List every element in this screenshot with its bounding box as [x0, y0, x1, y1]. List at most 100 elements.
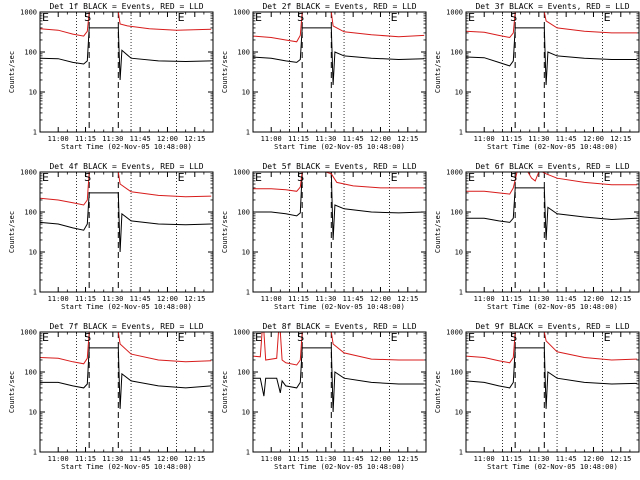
x-tick-label: 12:15	[397, 295, 418, 303]
marker-s: S	[84, 331, 91, 344]
plot-frame	[39, 11, 214, 133]
y-axis-label: Counts/sec	[8, 211, 16, 253]
y-tick-label: 1	[246, 129, 250, 137]
x-tick-label: 11:30	[102, 135, 123, 143]
marker-e-start: E	[255, 331, 262, 344]
panel-det-5: Det 5f BLACK = Events, RED = LLD 1 10 100 10…	[221, 162, 427, 311]
panel-det-1: Det 1f BLACK = Events, RED = LLD 1 10 100 10…	[8, 2, 214, 151]
lld-series-line	[465, 11, 638, 39]
y-tick-label: 100	[237, 209, 250, 217]
x-tick-label: 11:00	[48, 455, 69, 463]
x-tick-label: 11:00	[48, 295, 69, 303]
y-tick-label: 1000	[20, 329, 37, 337]
x-tick-label: 12:00	[157, 295, 178, 303]
events-series-line	[39, 192, 212, 253]
x-tick-label: 11:15	[75, 455, 96, 463]
panel-title: Det 3f BLACK = Events, RED = LLD	[475, 2, 629, 11]
y-tick-label: 1000	[20, 9, 37, 17]
x-tick-label: 11:00	[474, 295, 495, 303]
y-tick-label: 1000	[446, 9, 463, 17]
lld-series-line	[465, 331, 638, 364]
y-tick-label: 100	[237, 369, 250, 377]
x-tick-label: 11:45	[556, 295, 577, 303]
events-series-line	[253, 171, 425, 241]
y-tick-label: 10	[242, 249, 250, 257]
x-tick-label: 11:30	[528, 135, 549, 143]
x-tick-label: 11:15	[288, 295, 309, 303]
panel-title: Det 8f BLACK = Events, RED = LLD	[262, 322, 416, 331]
panel-det-6: Det 6f BLACK = Events, RED = LLD 1 10 100 10…	[434, 162, 640, 311]
events-series-line	[39, 27, 212, 81]
y-tick-label: 10	[455, 409, 463, 417]
x-tick-label: 11:30	[528, 295, 549, 303]
x-tick-label: 12:00	[157, 455, 178, 463]
y-tick-label: 1	[33, 129, 37, 137]
events-series-line	[466, 187, 638, 241]
x-tick-label: 12:15	[610, 295, 631, 303]
x-tick-label: 11:45	[130, 455, 151, 463]
x-tick-label: 12:00	[583, 455, 604, 463]
x-tick-label: 11:45	[343, 295, 364, 303]
plot-frame	[465, 331, 640, 453]
y-axis-label: Counts/sec	[8, 371, 16, 413]
marker-s: S	[84, 11, 91, 24]
marker-e-start: E	[468, 11, 475, 24]
x-axis-label: Start Time (02-Nov-05 10:48:00)	[274, 303, 405, 311]
x-tick-label: 11:30	[102, 455, 123, 463]
x-tick-label: 11:30	[315, 295, 336, 303]
x-tick-label: 11:45	[556, 135, 577, 143]
plot-frame	[39, 331, 214, 453]
y-tick-label: 10	[242, 409, 250, 417]
x-axis-label: Start Time (02-Nov-05 10:48:00)	[487, 463, 618, 471]
y-axis-label: Counts/sec	[221, 371, 229, 413]
x-tick-label: 12:15	[184, 295, 205, 303]
x-tick-label: 11:45	[343, 455, 364, 463]
y-tick-label: 10	[455, 249, 463, 257]
x-tick-label: 12:15	[184, 135, 205, 143]
y-axis-label: Counts/sec	[434, 51, 442, 93]
x-tick-label: 11:00	[261, 295, 282, 303]
y-axis-label: Counts/sec	[8, 51, 16, 93]
lld-series-line	[252, 11, 425, 43]
events-series-line	[465, 347, 638, 409]
panel-det-7: Det 7f BLACK = Events, RED = LLD 1 10 100 10…	[8, 322, 214, 471]
y-tick-label: 10	[455, 89, 463, 97]
marker-s: S	[297, 331, 304, 344]
y-tick-label: 100	[24, 369, 37, 377]
x-axis-label: Start Time (02-Nov-05 10:48:00)	[487, 303, 618, 311]
x-tick-label: 11:45	[130, 295, 151, 303]
lld-series-line	[39, 171, 212, 206]
x-tick-label: 12:15	[397, 135, 418, 143]
y-tick-label: 1000	[233, 9, 250, 17]
x-axis-label: Start Time (02-Nov-05 10:48:00)	[274, 143, 405, 151]
marker-s: S	[510, 331, 517, 344]
panel-det-9: Det 9f BLACK = Events, RED = LLD 1 10 100 10…	[434, 322, 640, 471]
marker-s: S	[84, 171, 91, 184]
y-axis-label: Counts/sec	[434, 211, 442, 253]
marker-e-end: E	[391, 331, 398, 344]
x-tick-label: 12:00	[370, 135, 391, 143]
x-tick-label: 11:15	[75, 295, 96, 303]
y-tick-label: 1000	[233, 169, 250, 177]
plot-frame	[252, 11, 427, 133]
y-tick-label: 1	[459, 449, 463, 457]
marker-e-start: E	[42, 11, 49, 24]
marker-e-end: E	[178, 171, 185, 184]
panel-det-8: Det 8f BLACK = Events, RED = LLD 1 10 100 10…	[221, 322, 427, 471]
marker-e-start: E	[42, 331, 49, 344]
y-tick-label: 100	[450, 49, 463, 57]
x-tick-label: 11:00	[261, 135, 282, 143]
marker-e-end: E	[178, 11, 185, 24]
marker-e-start: E	[255, 171, 262, 184]
x-tick-label: 11:00	[261, 455, 282, 463]
y-tick-label: 1	[33, 289, 37, 297]
marker-e-start: E	[255, 11, 262, 24]
y-tick-label: 10	[29, 409, 37, 417]
lld-series-line	[253, 171, 425, 192]
panel-title: Det 4f BLACK = Events, RED = LLD	[49, 162, 203, 171]
marker-s: S	[510, 11, 517, 24]
marker-e-end: E	[391, 11, 398, 24]
x-tick-label: 12:00	[157, 135, 178, 143]
marker-e-end: E	[391, 171, 398, 184]
events-series-line	[252, 27, 425, 86]
